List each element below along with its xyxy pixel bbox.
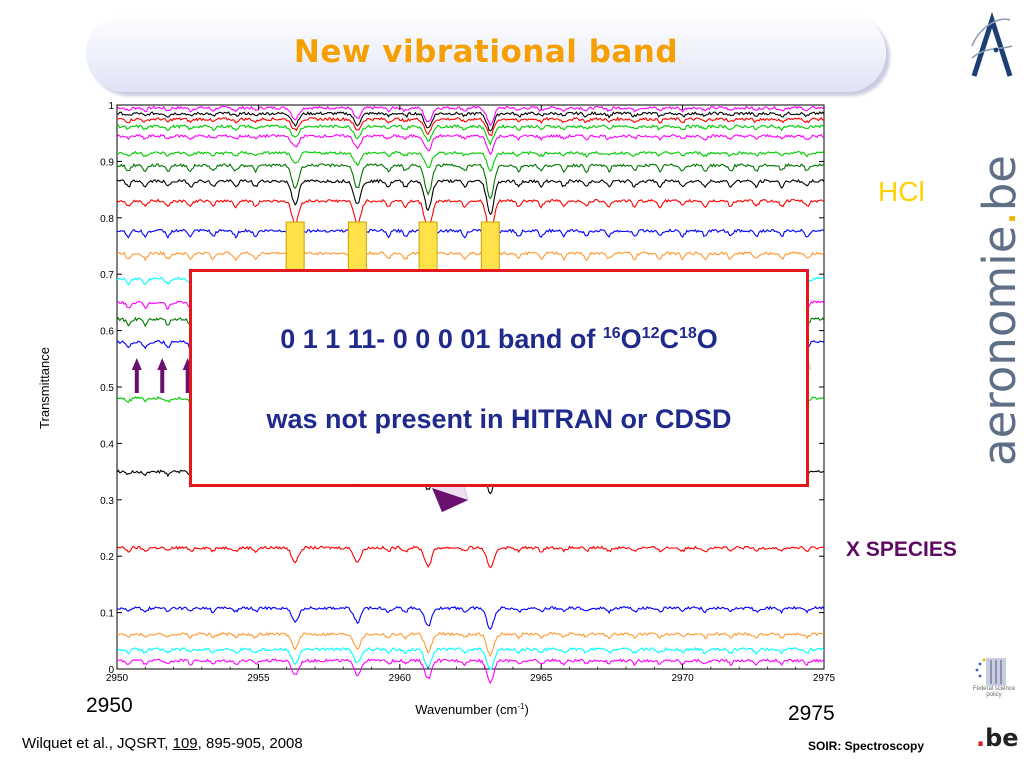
annotation-line-2: was not present in HITRAN or CDSD (266, 404, 732, 434)
spectrum-series-5 (116, 133, 825, 156)
isotope-2-mass: 12 (641, 325, 660, 342)
y-tick-label: 0.4 (100, 439, 114, 450)
y-tick-label: 0.2 (100, 552, 114, 563)
x-axis-label-sup: -1 (517, 702, 525, 711)
ticks-layer: 2950 2955 2960 2965 2970 2975 0 0.1 0.2 0.3 0.4 0.5… (100, 101, 835, 684)
spectrum-series-1 (116, 105, 825, 127)
spectrum-series-19 (116, 605, 825, 631)
y-tick-label: 0.3 (100, 496, 114, 507)
big-tick-left: 2950 (86, 694, 133, 717)
x-species-arrow (131, 358, 142, 393)
citation-volume: 109 (172, 735, 198, 752)
isotope-1-element: O (620, 324, 642, 354)
x-tick-label: 2970 (671, 673, 694, 684)
brand-text: aeronomie (973, 225, 1024, 466)
spectrum-series-3 (116, 116, 825, 137)
spectrum-series-10 (117, 228, 825, 265)
be-logo-text: be (985, 724, 1019, 752)
brand-dot: . (973, 211, 1024, 226)
federal-science-policy-logo (975, 658, 1006, 686)
y-tick-label: 0 (108, 665, 114, 676)
isotope-3-element: O (696, 324, 718, 354)
big-tick-right: 2975 (788, 702, 835, 725)
y-tick-label: 0.6 (100, 327, 114, 338)
x-species-arrow (157, 358, 168, 393)
x-axis-label: Wavenumber (cm-1) (415, 702, 529, 717)
spectrum-series-2 (116, 110, 825, 132)
x-tick-label: 2975 (813, 673, 836, 684)
x-tick-label: 2950 (106, 673, 129, 684)
citation: Wilquet et al., JQSRT, 109, 895-905, 200… (22, 735, 303, 752)
y-tick-label: 0.1 (100, 609, 114, 620)
x-axis-label-main: Wavenumber (cm (415, 702, 517, 717)
spectrum-series-8 (116, 178, 825, 216)
y-tick-label: 0.5 (100, 383, 114, 394)
slide-title: New vibrational band (293, 34, 679, 70)
be-logo-dot: . (976, 724, 986, 752)
annotation-line-1: 0 1 1 11- 0 0 0 01 band of 16O12C18O (192, 324, 806, 355)
citation-prefix: Wilquet et al., JQSRT, (22, 735, 173, 752)
spectrum-series-18 (116, 545, 825, 569)
x-axis-label-suffix: ) (524, 702, 528, 717)
spectrum-series-6 (116, 150, 825, 172)
y-tick-label: 1 (108, 101, 114, 112)
spectrum-series-11 (116, 250, 825, 290)
spectrum-series-7 (116, 162, 825, 200)
y-tick-label: 0.8 (100, 214, 114, 225)
spectrum-series-22 (116, 658, 825, 685)
x-tick-label: 2965 (530, 673, 553, 684)
spectrum-series-21 (116, 646, 825, 670)
isotope-3-mass: 18 (678, 325, 697, 342)
federal-science-policy-text: Federal science policy (972, 686, 1016, 698)
xspecies-label: X SPECIES (846, 538, 957, 561)
band-description: 0 1 1 11- 0 0 0 01 band of (280, 324, 603, 354)
spectrum-series-20 (116, 631, 825, 658)
y-tick-label: 0.9 (100, 157, 114, 168)
be-logo: .be (976, 724, 1019, 752)
aeronomie-a-logo (971, 11, 1013, 77)
x-tick-label: 2960 (389, 673, 412, 684)
footer-label: SOIR: Spectroscopy (808, 739, 925, 753)
x-tick-label: 2955 (247, 673, 270, 684)
y-axis-label: Transmittance (37, 347, 52, 429)
annotation-box: 0 1 1 11- 0 0 0 01 band of 16O12C18O was… (189, 269, 809, 487)
spectrum-series-4 (116, 123, 825, 146)
isotope-2-element: C (659, 324, 679, 354)
spectrum-series-9 (116, 198, 825, 236)
hcl-label: HCl (878, 176, 925, 207)
citation-suffix: , 895-905, 2008 (197, 735, 303, 752)
isotope-1-mass: 16 (602, 325, 621, 342)
y-tick-label: 0.7 (100, 270, 114, 281)
brand-suffix: be (973, 155, 1024, 212)
title-banner (86, 14, 886, 92)
